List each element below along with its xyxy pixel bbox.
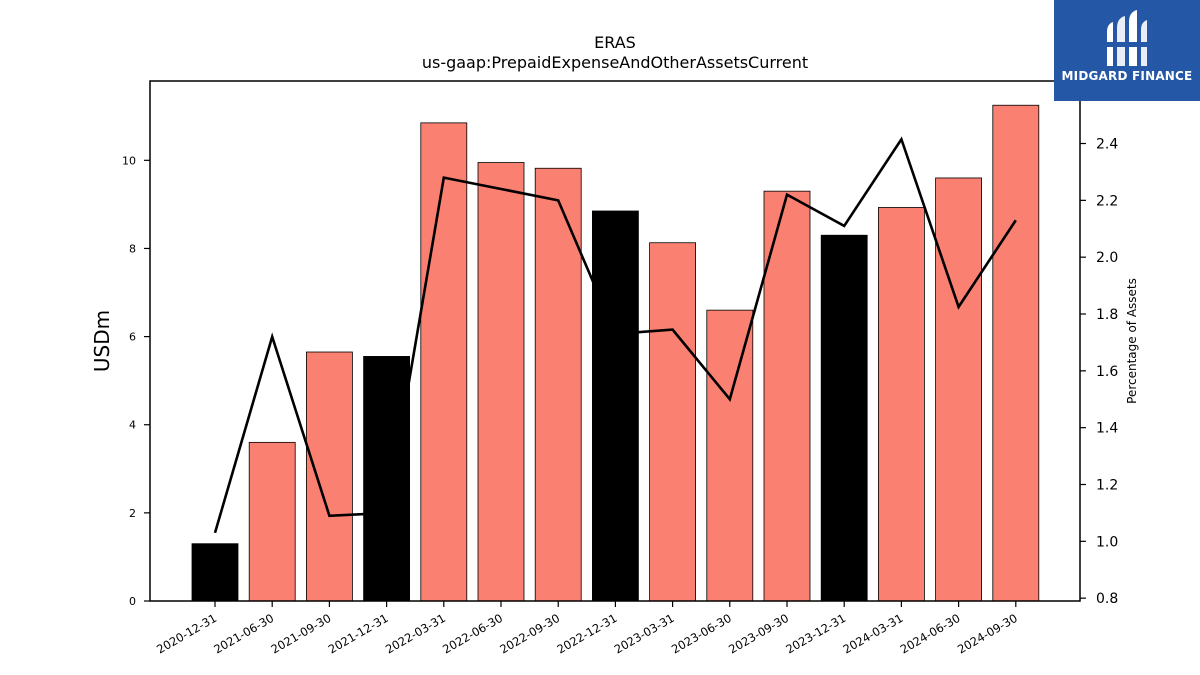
y-tick-label: 0 — [129, 595, 136, 608]
brand-name: MIDGARD FINANCE — [1061, 69, 1193, 83]
y2-axis: 0.8 1.0 1.2 1.4 1.6 1.8 2.0 2.2 2.4 — [1080, 137, 1118, 607]
bar — [534, 167, 582, 602]
y-tick-label: 2 — [129, 507, 136, 520]
bar — [820, 234, 868, 602]
y-tick-label: 10 — [122, 154, 136, 167]
bar — [763, 190, 811, 602]
bar — [649, 242, 696, 602]
bar — [592, 210, 639, 602]
bars-layer — [191, 104, 1040, 602]
chart-title: ERAS — [594, 33, 636, 52]
x-tick-label: 2023-09-30 — [726, 611, 791, 657]
chart-subtitle: us-gaap:PrepaidExpenseAndOtherAssetsCurr… — [422, 53, 808, 72]
y2-tick-label: 1.6 — [1096, 364, 1118, 380]
bar — [305, 351, 353, 602]
y2-tick-label: 1.0 — [1096, 534, 1118, 550]
x-tick-label: 2024-09-30 — [955, 611, 1020, 657]
x-tick-label: 2024-03-31 — [841, 611, 906, 657]
x-tick-label: 2021-06-30 — [211, 611, 276, 657]
x-tick-label: 2024-06-30 — [898, 611, 963, 657]
percentage-line — [213, 136, 1017, 534]
x-tick-label: 2022-09-30 — [497, 611, 562, 657]
x-tick-label: 2022-03-31 — [383, 611, 448, 657]
bar — [878, 207, 925, 602]
logo-mark-icon — [1107, 10, 1147, 66]
x-tick-label: 2020-12-31 — [154, 611, 219, 657]
y-tick-label: 4 — [129, 419, 136, 432]
x-tick-label: 2021-12-31 — [326, 611, 391, 657]
y2-tick-label: 1.2 — [1096, 477, 1118, 493]
x-tick-label: 2023-12-31 — [783, 611, 848, 657]
y2-tick-label: 2.2 — [1096, 193, 1118, 209]
x-axis: 2020-12-312021-06-302021-09-302021-12-31… — [154, 601, 1020, 656]
y2-tick-label: 2.0 — [1096, 250, 1118, 266]
x-tick-label: 2022-06-30 — [440, 611, 505, 657]
line-layer — [213, 136, 1017, 534]
bar — [477, 162, 525, 602]
y-axis-label: USDm — [90, 310, 114, 372]
y2-tick-label: 2.4 — [1096, 137, 1118, 153]
y2-tick-label: 1.4 — [1096, 421, 1118, 437]
bar — [363, 356, 411, 602]
bar — [706, 309, 754, 602]
bar — [992, 104, 1040, 602]
x-tick-label: 2022-12-31 — [555, 611, 620, 657]
x-tick-label: 2023-03-31 — [612, 611, 677, 657]
brand-logo: MIDGARD FINANCE — [1054, 0, 1200, 101]
y-tick-label: 8 — [129, 242, 136, 255]
bar — [935, 177, 982, 602]
bar — [248, 441, 296, 602]
bar — [420, 122, 468, 602]
y2-axis-label: Percentage of Assets — [1125, 278, 1139, 404]
y2-tick-label: 0.8 — [1096, 591, 1118, 607]
x-tick-label: 2021-09-30 — [269, 611, 334, 657]
y2-tick-label: 1.8 — [1096, 307, 1118, 323]
y-axis: 0 2 4 6 8 10 — [122, 154, 150, 608]
bar — [191, 543, 239, 602]
y-tick-label: 6 — [129, 331, 136, 344]
x-tick-label: 2023-06-30 — [669, 611, 734, 657]
